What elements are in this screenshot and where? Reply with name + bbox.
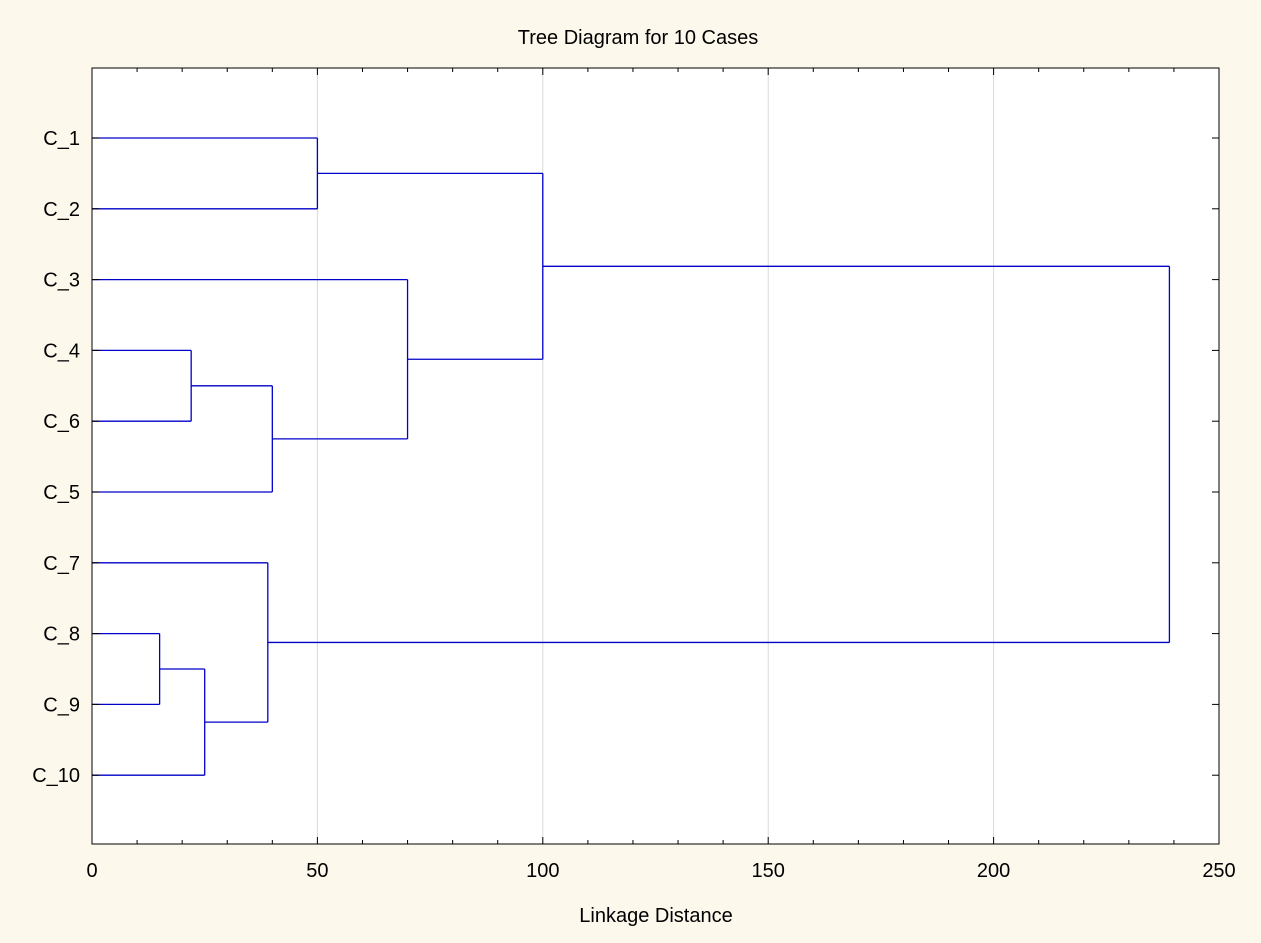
leaf-label: C_6 (43, 411, 80, 433)
leaf-label: C_1 (43, 128, 80, 150)
leaf-label: C_3 (43, 270, 80, 292)
x-axis-label: Linkage Distance (579, 905, 732, 927)
dendrogram-branches (92, 137, 1171, 776)
x-tick-label: 50 (306, 860, 328, 882)
leaf-label: C_7 (43, 553, 80, 575)
tick-labels: 0 50 100 150 200 250 C_1 C_2 C_3 C_4 C_6 C_5 C_7 C_8 C… (32, 128, 1236, 882)
chart-title: Tree Diagram for 10 Cases (518, 27, 758, 49)
x-tick-label: 250 (1202, 860, 1235, 882)
leaf-label: C_5 (43, 482, 80, 504)
x-tick-label: 200 (977, 860, 1010, 882)
leaf-label: C_8 (43, 624, 80, 646)
leaf-label: C_9 (43, 694, 80, 716)
leaf-label: C_2 (43, 199, 80, 221)
x-tick-label: 0 (86, 860, 97, 882)
plot-frame (91, 67, 1220, 845)
x-tick-label: 150 (752, 860, 785, 882)
axis-ticks (91, 68, 1220, 844)
plot-area (92, 68, 1219, 844)
x-tick-label: 100 (526, 860, 559, 882)
leaf-label: C_10 (32, 765, 80, 787)
leaf-label: C_4 (43, 340, 80, 362)
